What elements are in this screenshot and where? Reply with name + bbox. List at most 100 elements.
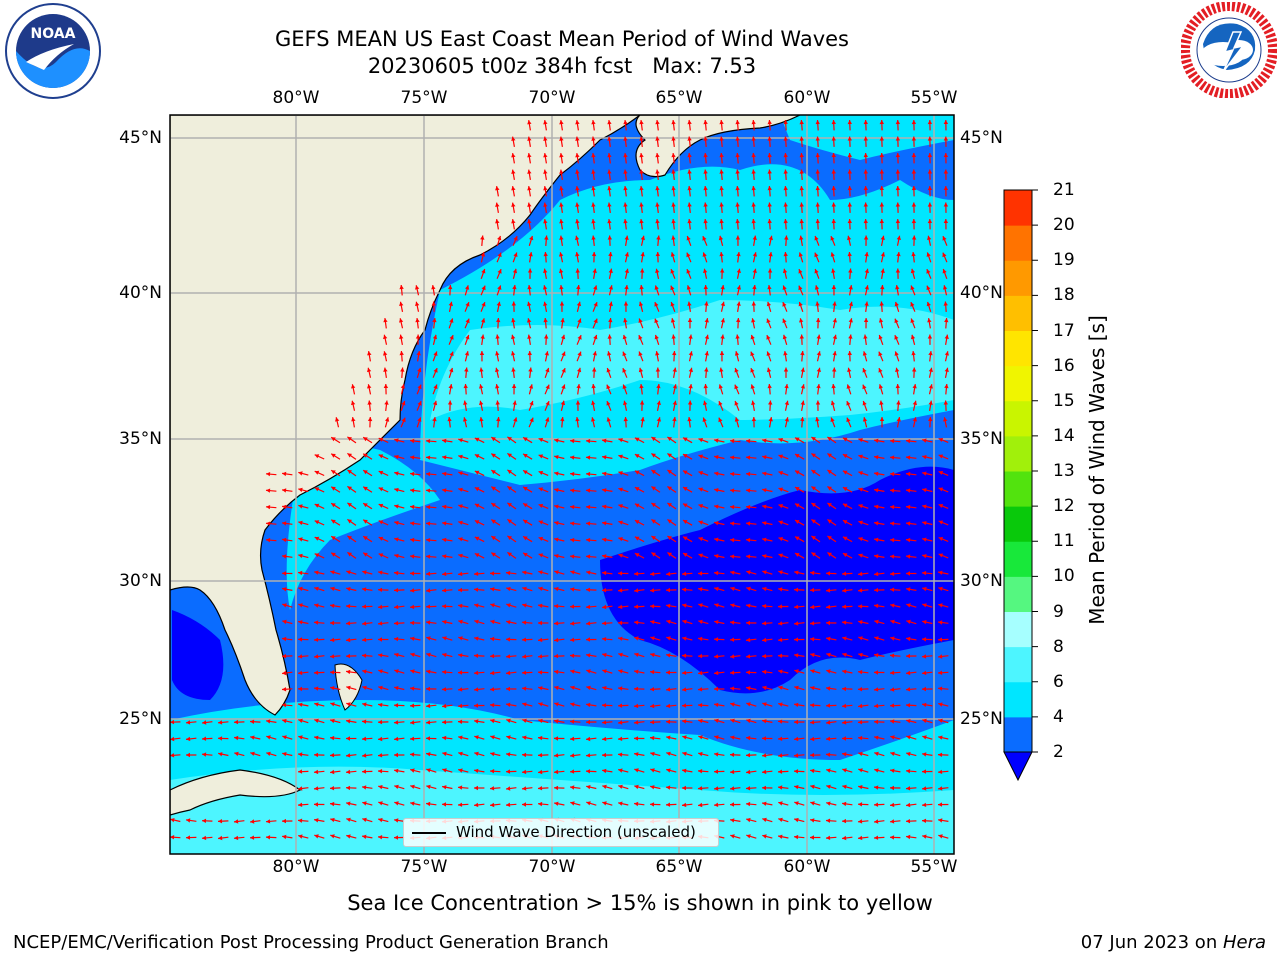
direction-arrow-head <box>719 219 724 224</box>
direction-arrow-head <box>266 719 271 724</box>
direction-arrow-head <box>543 202 548 207</box>
direction-arrow-head <box>575 268 580 273</box>
direction-arrow-head <box>506 735 511 740</box>
direction-arrow-head <box>575 186 580 191</box>
direction-arrow-head <box>346 653 351 659</box>
direction-arrow-head <box>730 802 734 807</box>
direction-arrow-head <box>394 604 399 610</box>
direction-arrow-head <box>522 718 527 723</box>
colorbar-segment <box>1004 330 1032 367</box>
direction-arrow-head <box>490 687 495 692</box>
direction-arrow-head <box>864 252 869 257</box>
direction-arrow-head <box>497 285 502 290</box>
direction-arrow-head <box>623 400 628 406</box>
direction-arrow-head <box>922 834 927 839</box>
direction-arrow-head <box>507 502 512 507</box>
direction-arrow-head <box>730 438 735 444</box>
direction-arrow-head <box>762 570 767 575</box>
direction-arrow-head <box>746 786 751 791</box>
direction-arrow-head <box>410 588 415 593</box>
direction-arrow-head <box>832 351 837 356</box>
direction-arrow-head <box>750 334 755 340</box>
direction-arrow-head <box>378 553 384 558</box>
direction-arrow-head <box>671 235 676 240</box>
direction-arrow-head <box>314 520 320 525</box>
direction-arrow-head <box>874 636 879 641</box>
direction-arrow-head <box>523 503 528 508</box>
direction-arrow-head <box>718 401 723 406</box>
direction-arrow-head <box>282 554 287 559</box>
direction-arrow-head <box>506 570 511 576</box>
direction-arrow-head <box>842 736 846 741</box>
direction-arrow-head <box>750 368 755 373</box>
direction-arrow-head <box>682 653 687 658</box>
direction-arrow-head <box>522 769 527 775</box>
direction-arrow-head <box>827 503 832 508</box>
direction-arrow-head <box>794 719 798 725</box>
direction-arrow-head <box>448 285 453 290</box>
direction-arrow-head <box>842 487 848 492</box>
direction-arrow-head <box>426 736 430 741</box>
direction-arrow-head <box>523 552 528 557</box>
direction-arrow-head <box>202 835 207 841</box>
direction-arrow-head <box>794 817 799 823</box>
direction-arrow-head <box>655 252 660 257</box>
direction-arrow-head <box>698 786 703 791</box>
direction-arrow-head <box>736 252 741 257</box>
direction-arrow-head <box>826 784 831 789</box>
direction-arrow-head <box>410 604 415 610</box>
direction-arrow-head <box>458 703 463 709</box>
direction-arrow-head <box>894 351 899 356</box>
direction-arrow-head <box>735 202 740 207</box>
direction-arrow-head <box>298 834 303 839</box>
direction-arrow-head <box>363 453 368 458</box>
direction-arrow-head <box>794 685 799 690</box>
direction-arrow-head <box>410 768 415 773</box>
direction-arrow-head <box>529 417 534 423</box>
direction-arrow-head <box>944 384 949 389</box>
direction-arrow-head <box>863 120 868 125</box>
direction-arrow-head <box>559 285 564 290</box>
direction-arrow-head <box>634 686 639 692</box>
direction-arrow-head <box>762 719 767 724</box>
direction-arrow-head <box>591 186 596 191</box>
lat-label-left: 45°N <box>119 128 162 148</box>
direction-arrow-head <box>670 302 675 307</box>
direction-arrow-head <box>650 802 655 807</box>
direction-arrow-head <box>351 417 356 422</box>
direction-arrow-head <box>879 400 884 405</box>
direction-arrow-head <box>458 553 463 558</box>
direction-arrow-head <box>442 735 447 741</box>
direction-arrow-head <box>331 552 336 557</box>
direction-arrow-head <box>474 587 479 592</box>
direction-arrow-head <box>762 834 767 839</box>
footer-host: Hera <box>1222 932 1266 953</box>
legend-line-sample <box>412 832 446 834</box>
direction-arrow-head <box>714 802 719 807</box>
direction-arrow-head <box>922 670 927 676</box>
direction-arrow-head <box>687 318 693 322</box>
direction-arrow-head <box>330 801 335 807</box>
direction-arrow-head <box>314 818 319 823</box>
direction-arrow-head <box>415 301 420 306</box>
colorbar-tick-label: 12 <box>1053 496 1075 517</box>
direction-arrow-head <box>363 552 368 557</box>
direction-arrow-head <box>766 301 771 307</box>
direction-arrow-head <box>202 818 207 823</box>
direction-arrow-head <box>618 438 623 443</box>
direction-arrow-head <box>410 736 415 741</box>
us-east-coast-land <box>170 115 642 716</box>
direction-arrow-head <box>826 636 831 641</box>
direction-arrow-head <box>442 537 447 543</box>
direction-arrow-head <box>481 269 486 274</box>
direction-arrow-head <box>410 471 415 477</box>
direction-arrow-head <box>593 302 598 307</box>
direction-arrow-head <box>719 136 724 141</box>
direction-arrow-head <box>250 819 255 824</box>
direction-arrow-head <box>683 437 688 442</box>
direction-arrow-head <box>346 719 351 724</box>
direction-arrow-head <box>378 817 383 823</box>
direction-arrow-head <box>858 785 863 790</box>
direction-arrow-head <box>890 603 895 608</box>
direction-arrow-head <box>778 471 783 476</box>
